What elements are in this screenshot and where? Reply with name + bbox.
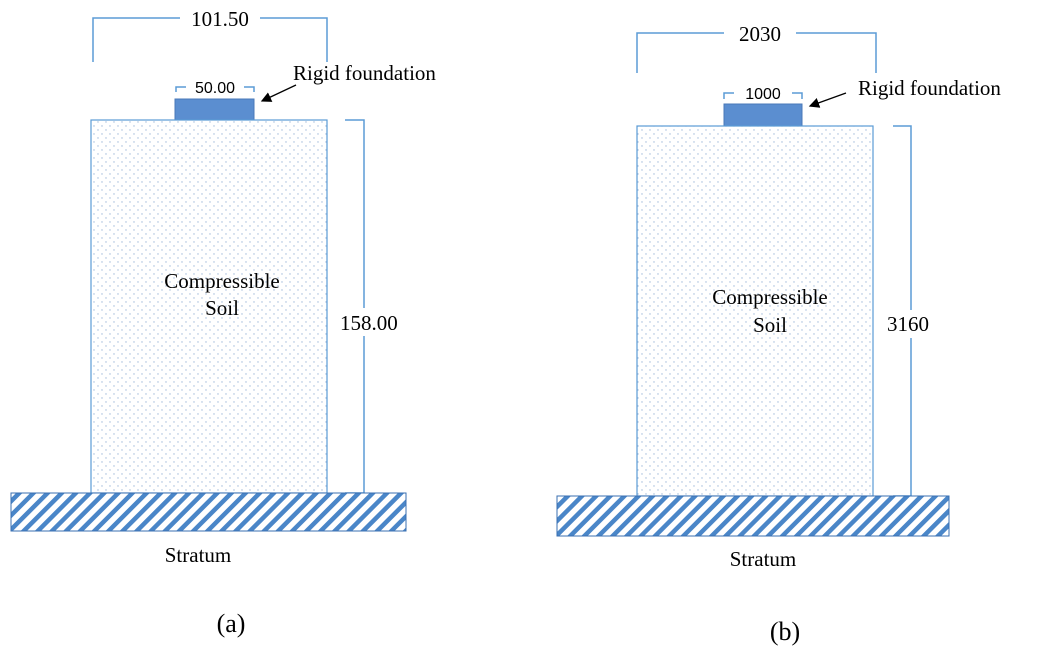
- soil-label-line2-a: Soil: [205, 296, 239, 320]
- top-width-dimension-b: 2030: [636, 22, 877, 73]
- top-width-label-b: 2030: [739, 22, 781, 46]
- foundation-arrow-a: [260, 84, 297, 102]
- stratum-label-b: Stratum: [730, 547, 797, 571]
- foundation-width-label-b: 1000: [745, 86, 781, 103]
- caption-b: (b): [770, 617, 800, 646]
- foundation-label-b: Rigid foundation: [858, 76, 1001, 100]
- soil-label-line2-b: Soil: [753, 313, 787, 337]
- stratum-label-a: Stratum: [165, 543, 232, 567]
- height-label-a: 158.00: [340, 311, 398, 335]
- rigid-foundation-b: [723, 103, 803, 127]
- soil-label-line1-a: Compressible: [164, 269, 280, 293]
- top-width-dimension-a: 101.50: [92, 7, 328, 62]
- height-dimension-b: 3160: [887, 125, 929, 497]
- top-width-label-a: 101.50: [191, 7, 249, 31]
- panel-a: 101.50 50.00 Rigid foundation Compressib…: [10, 7, 436, 638]
- foundation-width-label-a: 50.00: [195, 80, 235, 97]
- compressible-soil-b: [636, 125, 874, 497]
- panel-b: 2030 1000 Rigid foundation Compressible …: [556, 22, 1001, 646]
- foundation-width-dimension-a: 50.00: [175, 80, 255, 97]
- stratum-b: [556, 495, 950, 537]
- height-label-b: 3160: [887, 312, 929, 336]
- foundation-arrow-b: [808, 92, 847, 108]
- stratum-a: [10, 492, 407, 532]
- foundation-width-dimension-b: 1000: [723, 86, 803, 103]
- soil-label-line1-b: Compressible: [712, 285, 828, 309]
- height-dimension-a: 158.00: [340, 119, 398, 494]
- foundation-label-a: Rigid foundation: [293, 61, 436, 85]
- compressible-soil-a: [90, 119, 328, 494]
- caption-a: (a): [217, 609, 246, 638]
- rigid-foundation-a: [174, 98, 255, 121]
